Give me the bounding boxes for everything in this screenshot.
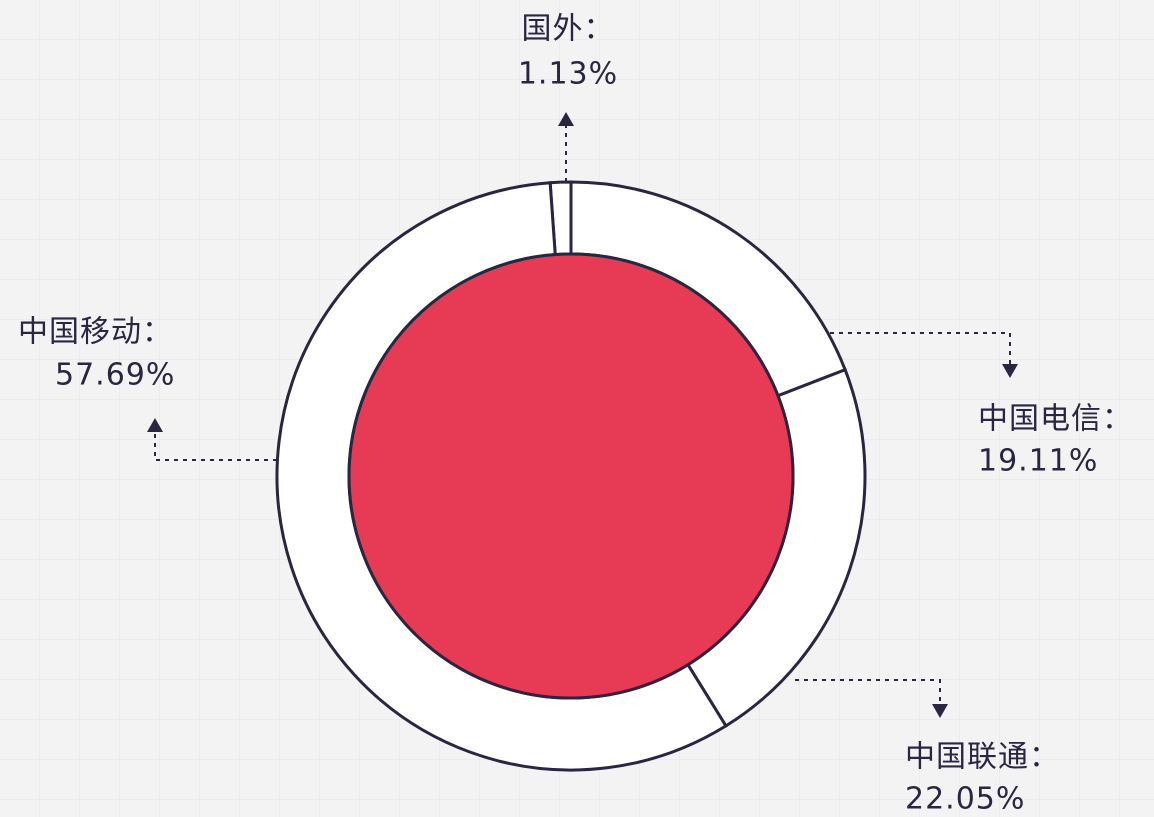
category-label: 国外： xyxy=(522,12,615,47)
value-label: 57.69% xyxy=(55,358,175,393)
category-label: 中国移动： xyxy=(18,315,173,350)
value-label: 22.05% xyxy=(905,782,1025,817)
leader-lines xyxy=(147,112,1018,718)
value-label: 1.13% xyxy=(518,57,618,92)
category-label: 中国联通： xyxy=(905,740,1060,775)
category-label: 中国电信： xyxy=(978,402,1133,437)
center-disc xyxy=(347,252,795,700)
value-label: 19.11% xyxy=(978,444,1098,479)
